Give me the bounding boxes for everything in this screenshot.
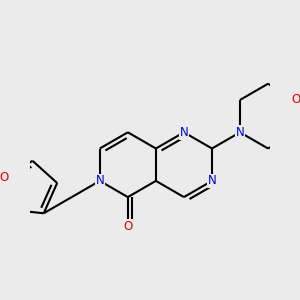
Text: N: N [180,126,188,139]
Text: O: O [123,220,133,233]
Text: O: O [292,93,300,106]
Text: N: N [95,174,104,188]
Text: N: N [208,174,216,188]
Text: O: O [0,171,8,184]
Text: N: N [236,126,244,139]
